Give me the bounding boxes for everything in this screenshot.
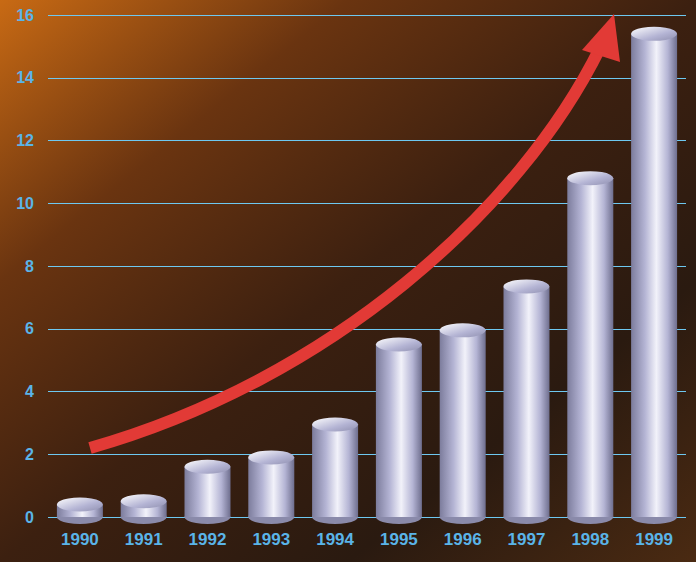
svg-text:1993: 1993 bbox=[252, 530, 290, 549]
svg-text:12: 12 bbox=[16, 132, 34, 149]
svg-text:1994: 1994 bbox=[316, 530, 354, 549]
svg-text:1990: 1990 bbox=[61, 530, 99, 549]
svg-text:10: 10 bbox=[16, 195, 34, 212]
svg-text:1997: 1997 bbox=[508, 530, 546, 549]
svg-text:6: 6 bbox=[25, 320, 34, 337]
svg-text:2: 2 bbox=[25, 446, 34, 463]
svg-text:8: 8 bbox=[25, 258, 34, 275]
svg-text:1998: 1998 bbox=[571, 530, 609, 549]
svg-text:0: 0 bbox=[25, 509, 34, 526]
svg-text:1996: 1996 bbox=[444, 530, 482, 549]
svg-text:1991: 1991 bbox=[125, 530, 163, 549]
svg-text:1992: 1992 bbox=[189, 530, 227, 549]
svg-text:1999: 1999 bbox=[635, 530, 673, 549]
svg-text:4: 4 bbox=[25, 383, 34, 400]
svg-text:14: 14 bbox=[16, 69, 34, 86]
svg-text:16: 16 bbox=[16, 7, 34, 24]
svg-text:1995: 1995 bbox=[380, 530, 418, 549]
